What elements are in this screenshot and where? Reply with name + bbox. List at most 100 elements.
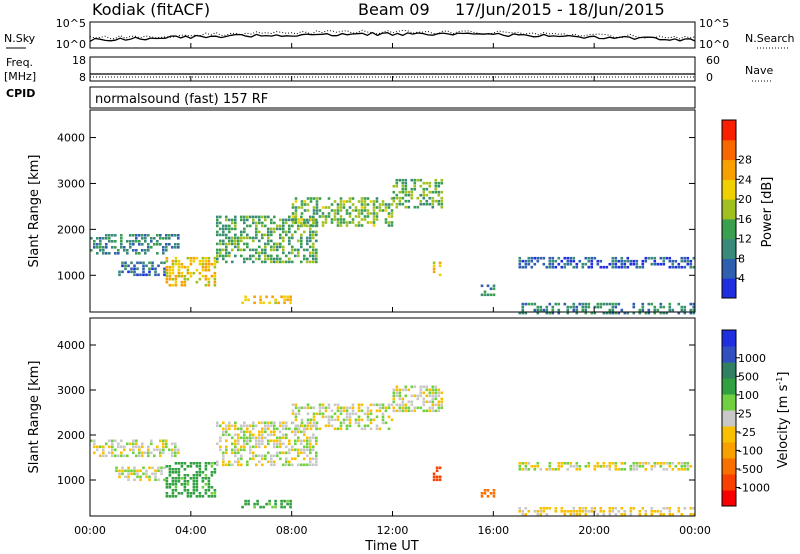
power-echo-cell — [539, 256, 543, 260]
power-echo-cell — [93, 240, 96, 243]
vel-echo-cell — [560, 507, 564, 510]
power-echo-cell — [638, 311, 642, 315]
power-echo-cell — [309, 218, 313, 221]
nave-label: Nave — [745, 64, 773, 77]
power-echo-cell — [590, 311, 594, 315]
power-echo-cell — [590, 256, 594, 260]
vel-echo-cell — [228, 424, 231, 428]
vel-echo-cell — [401, 400, 405, 404]
vel-echo-cell — [575, 510, 579, 513]
power-echo-cell — [151, 267, 154, 271]
vel-echo-cell — [387, 406, 391, 410]
vel-echo-cell — [186, 495, 190, 498]
vel-echo-cell — [228, 421, 231, 425]
vel-echo-cell — [210, 495, 214, 498]
power-echo-cell — [165, 234, 168, 237]
power-echo-cell — [259, 295, 262, 299]
vel-echo-cell — [174, 477, 178, 480]
vel-echo-cell — [357, 418, 361, 422]
power-echo-cell — [198, 262, 202, 266]
power-echo-cell — [144, 237, 147, 240]
vel-echo-cell — [285, 445, 288, 449]
power-echo-cell — [243, 218, 246, 222]
vel-echo-cell — [124, 469, 127, 473]
power-echo-cell — [581, 308, 585, 312]
power-echo-cell — [315, 203, 319, 206]
vel-echo-cell — [351, 412, 355, 416]
power-echo-cell — [168, 277, 172, 281]
power-echo-cell — [219, 227, 222, 231]
vel-echo-cell — [413, 406, 417, 410]
vel-echo-cell — [243, 430, 246, 434]
power-echo-cell — [345, 224, 349, 227]
power-echo-cell — [99, 243, 102, 246]
vel-echo-cell — [204, 465, 208, 468]
power-echo-cell — [641, 302, 645, 306]
power-echo-cell — [315, 239, 318, 243]
power-echo-cell — [638, 265, 642, 269]
power-echo-cell — [141, 249, 144, 252]
vel-echo-cell — [300, 424, 304, 428]
power-echo-cell — [614, 302, 618, 306]
power-echo-cell — [147, 249, 150, 252]
vel-echo-cell — [168, 465, 172, 468]
power-echo-cell — [156, 243, 159, 246]
vel-echo-cell — [163, 466, 166, 470]
power-echo-cell — [309, 224, 313, 227]
vel-echo-cell — [398, 406, 402, 410]
power-echo-cell — [267, 227, 270, 231]
power-echo-cell — [127, 270, 130, 274]
vel-echo-cell — [139, 469, 142, 473]
vel-echo-cell — [243, 424, 246, 428]
vel-echo-cell — [240, 448, 243, 452]
power-echo-cell — [438, 273, 442, 277]
power-echo-cell — [608, 308, 612, 312]
power-echo-cell — [683, 256, 687, 260]
vel-echo-cell — [198, 468, 202, 471]
power-echo-cell — [390, 203, 394, 206]
vel-echo-cell — [336, 409, 340, 413]
vel-echo-cell — [632, 465, 636, 468]
power-echo-cell — [518, 265, 522, 269]
power-echo-cell — [246, 224, 249, 228]
vel-echo-cell — [560, 462, 564, 465]
power-echo-cell — [401, 187, 405, 191]
power-echo-cell — [372, 218, 376, 221]
power-echo-cell — [492, 287, 496, 291]
vel-echo-cell — [132, 448, 135, 452]
power-echo-cell — [156, 252, 159, 255]
power-echo-cell — [189, 274, 193, 278]
vel-echo-cell — [309, 463, 312, 467]
power-echo-cell — [261, 224, 264, 228]
power-echo-cell — [174, 262, 178, 266]
vel-echo-cell — [437, 406, 441, 410]
vel-echo-cell — [247, 502, 250, 506]
vel-echo-cell — [336, 403, 340, 407]
vel-echo-cell — [264, 436, 267, 440]
vel-echo-cell — [375, 403, 379, 407]
vel-echo-cell — [177, 471, 181, 474]
vel-echo-cell — [171, 483, 175, 486]
vel-echo-cell — [425, 400, 429, 404]
power-echo-cell — [240, 236, 243, 240]
vel-echo-cell — [192, 486, 196, 489]
power-echo-cell — [626, 256, 630, 260]
vel-echo-cell — [198, 492, 202, 495]
power-colorbar-swatch — [722, 199, 736, 220]
power-echo-cell — [425, 181, 429, 185]
power-echo-cell — [599, 302, 603, 306]
power-echo-cell — [264, 260, 267, 264]
power-echo-cell — [267, 254, 270, 258]
vel-echo-cell — [315, 424, 318, 428]
power-echo-cell — [324, 206, 328, 209]
power-echo-cell — [656, 308, 660, 312]
power-echo-cell — [384, 218, 388, 221]
vel-echo-cell — [297, 430, 300, 434]
vel-echo-cell — [369, 403, 373, 407]
power-echo-cell — [605, 311, 609, 315]
power-echo-cell — [572, 259, 576, 263]
vel-echo-cell — [521, 510, 525, 513]
vel-echo-cell — [656, 462, 660, 465]
power-echo-cell — [291, 224, 294, 228]
power-echo-cell — [96, 237, 99, 240]
